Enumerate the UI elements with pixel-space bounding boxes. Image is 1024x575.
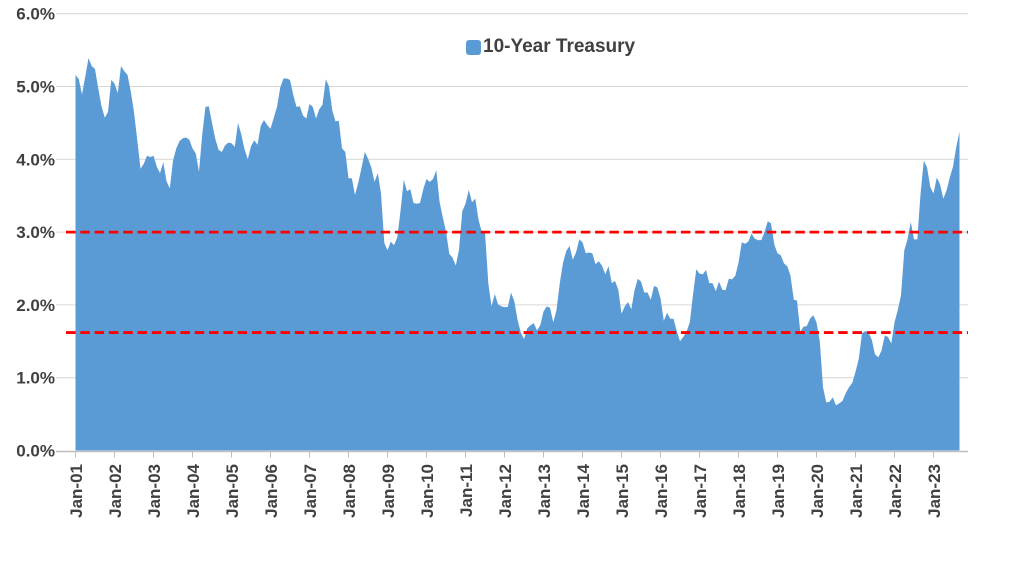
x-tick-label-14: Jan-15 [613, 464, 632, 518]
legend: 10-Year Treasury [466, 36, 635, 58]
x-tick-label-1: Jan-02 [106, 464, 125, 518]
x-tick-label-19: Jan-20 [808, 464, 827, 518]
x-tick-label-11: Jan-12 [496, 464, 515, 518]
x-tick-label-15: Jan-16 [652, 464, 671, 518]
y-tick-label-3: 3.0% [16, 223, 55, 242]
area-series [75, 58, 960, 451]
x-tick-label-12: Jan-13 [535, 464, 554, 518]
x-tick-label-17: Jan-18 [730, 464, 749, 518]
x-tick-label-5: Jan-06 [262, 464, 281, 518]
x-tick-label-0: Jan-01 [67, 464, 86, 518]
legend-label: 10-Year Treasury [483, 36, 636, 57]
x-tick-label-2: Jan-03 [145, 464, 164, 518]
y-tick-label-1: 1.0% [16, 369, 55, 388]
y-tick-label-5: 5.0% [16, 78, 55, 97]
x-tick-label-10: Jan-11 [457, 464, 476, 517]
x-tick-label-7: Jan-08 [340, 464, 359, 518]
x-tick-label-20: Jan-21 [847, 464, 866, 518]
x-tick-label-21: Jan-22 [886, 464, 905, 518]
y-tick-label-0: 0.0% [16, 442, 55, 461]
x-tick-label-18: Jan-19 [769, 464, 788, 518]
x-tick-label-3: Jan-04 [184, 463, 203, 517]
x-tick-label-22: Jan-23 [925, 464, 944, 518]
x-tick-label-6: Jan-07 [301, 464, 320, 518]
x-tick-label-13: Jan-14 [574, 463, 593, 517]
y-tick-label-4: 4.0% [16, 150, 55, 169]
x-tick-label-16: Jan-17 [691, 464, 710, 518]
y-tick-label-6: 6.0% [16, 5, 55, 24]
x-tick-label-8: Jan-09 [379, 464, 398, 518]
x-tick-label-9: Jan-10 [418, 464, 437, 518]
x-tick-label-4: Jan-05 [223, 464, 242, 518]
y-tick-label-2: 2.0% [16, 296, 55, 315]
legend-marker [466, 39, 481, 55]
